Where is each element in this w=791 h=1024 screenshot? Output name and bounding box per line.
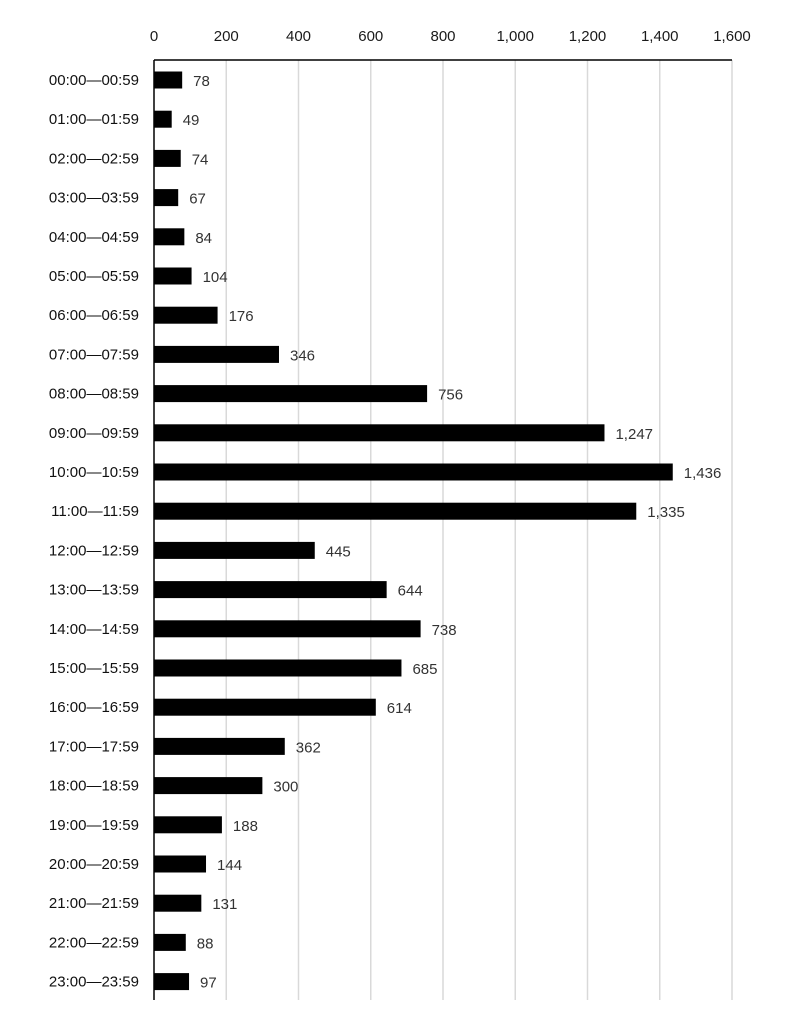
data-label: 738 — [432, 622, 457, 639]
category-label: 03:00—03:59 — [49, 190, 139, 207]
category-label: 08:00—08:59 — [49, 386, 139, 403]
axes — [153, 59, 732, 1000]
bars — [154, 71, 673, 991]
category-label: 18:00—18:59 — [49, 778, 139, 795]
category-label: 15:00—15:59 — [49, 660, 139, 677]
data-label: 176 — [229, 308, 254, 325]
bar — [154, 581, 387, 599]
bar — [154, 777, 263, 795]
category-label: 10:00—10:59 — [49, 464, 139, 481]
bar — [154, 345, 279, 363]
data-label: 104 — [203, 269, 228, 286]
category-label: 07:00—07:59 — [49, 346, 139, 363]
x-axis-ticks: 0 200 400 600 800 1,000 1,200 1,400 1,600 — [150, 28, 751, 45]
bar — [154, 620, 421, 638]
category-label: 01:00—01:59 — [49, 111, 139, 128]
x-tick-label: 400 — [286, 28, 311, 45]
data-label: 67 — [189, 191, 206, 208]
x-tick-label: 1,600 — [713, 28, 751, 45]
data-label: 74 — [192, 151, 209, 168]
category-label: 22:00—22:59 — [49, 934, 139, 951]
bar — [154, 228, 185, 246]
bar — [154, 698, 376, 716]
bar — [154, 424, 605, 442]
category-label: 14:00—14:59 — [49, 621, 139, 638]
data-label: 97 — [200, 975, 217, 992]
category-label: 21:00—21:59 — [49, 895, 139, 912]
bar — [154, 385, 428, 403]
bar — [154, 737, 285, 755]
x-tick-label: 1,200 — [569, 28, 607, 45]
data-label: 614 — [387, 700, 412, 717]
x-tick-label: 800 — [430, 28, 455, 45]
bar — [154, 463, 673, 481]
category-label: 19:00—19:59 — [49, 817, 139, 834]
bar — [154, 933, 186, 951]
category-label: 17:00—17:59 — [49, 738, 139, 755]
category-label: 12:00—12:59 — [49, 542, 139, 559]
x-tick-label: 1,000 — [496, 28, 534, 45]
bar — [154, 306, 218, 324]
category-label: 16:00—16:59 — [49, 699, 139, 716]
bar — [154, 659, 402, 677]
data-label: 756 — [438, 387, 463, 404]
data-label: 445 — [326, 543, 351, 560]
bar — [154, 502, 637, 520]
category-label: 05:00—05:59 — [49, 268, 139, 285]
x-tick-label: 200 — [214, 28, 239, 45]
category-label: 11:00—11:59 — [51, 503, 139, 520]
data-label: 131 — [212, 896, 237, 913]
x-tick-label: 600 — [358, 28, 383, 45]
data-label: 78 — [193, 73, 210, 90]
category-label: 04:00—04:59 — [49, 229, 139, 246]
bar — [154, 541, 315, 559]
data-label: 644 — [398, 583, 423, 600]
x-tick-label: 0 — [150, 28, 158, 45]
bar — [154, 816, 222, 834]
category-label: 13:00—13:59 — [49, 582, 139, 599]
data-label: 1,436 — [684, 465, 722, 482]
category-label: 02:00—02:59 — [49, 150, 139, 167]
category-label: 20:00—20:59 — [49, 856, 139, 873]
bar — [154, 855, 207, 873]
category-label: 23:00—23:59 — [49, 974, 139, 991]
data-label: 188 — [233, 818, 258, 835]
data-label: 1,247 — [615, 426, 653, 443]
data-label: 362 — [296, 739, 321, 756]
bar — [154, 189, 179, 207]
x-tick-label: 1,400 — [641, 28, 679, 45]
category-label: 06:00—06:59 — [49, 307, 139, 324]
data-label: 88 — [197, 935, 214, 952]
data-label: 685 — [412, 661, 437, 678]
bar — [154, 894, 202, 912]
data-label: 144 — [217, 857, 242, 874]
bar — [154, 71, 183, 89]
bar — [154, 267, 192, 285]
data-label: 1,335 — [647, 504, 685, 521]
category-label: 00:00—00:59 — [49, 72, 139, 89]
data-label: 346 — [290, 347, 315, 364]
bar — [154, 973, 190, 991]
bar — [154, 149, 181, 167]
bar — [154, 110, 172, 128]
labels: 00:00—00:59 78 01:00—01:59 49 02:00—02:59 74 0… — [49, 72, 721, 992]
category-label: 09:00—09:59 — [49, 425, 139, 442]
data-label: 49 — [183, 112, 200, 129]
grid-lines — [225, 60, 733, 1000]
data-label: 300 — [273, 779, 298, 796]
data-label: 84 — [195, 230, 212, 247]
